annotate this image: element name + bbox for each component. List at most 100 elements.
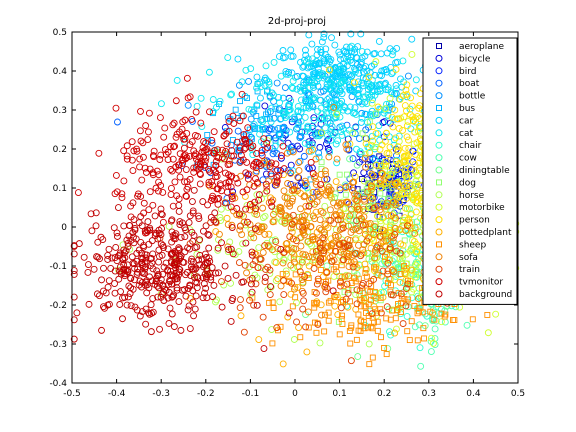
point-car [288, 69, 296, 77]
point-background [162, 259, 170, 267]
point-sofa [325, 183, 333, 191]
point-person [394, 147, 402, 155]
point-sofa [229, 191, 237, 199]
point-background [149, 250, 157, 258]
point-sofa [361, 154, 369, 162]
point-diningtable [346, 155, 354, 163]
legend: aeroplane bicycle bird boat bottle bus car cat c… [422, 37, 518, 305]
point-bus [253, 113, 260, 119]
point-horse [259, 214, 267, 222]
point-sofa [362, 221, 370, 229]
point-background [100, 264, 107, 272]
point-motorbike [386, 162, 393, 170]
point-sofa [343, 145, 351, 153]
point-background [84, 269, 92, 276]
point-tvmonitor [239, 112, 247, 120]
point-car [330, 66, 337, 74]
point-sofa [321, 175, 328, 183]
point-car [327, 65, 335, 73]
point-background [171, 231, 179, 239]
point-train [289, 211, 297, 219]
point-tvmonitor [197, 163, 204, 171]
point-tvmonitor [218, 146, 226, 154]
point-cat [304, 122, 312, 130]
point-train [349, 263, 357, 271]
point-background [205, 231, 213, 239]
point-cat [198, 123, 206, 130]
point-background [167, 217, 175, 225]
point-background [207, 273, 215, 281]
point-sofa [315, 192, 323, 200]
point-sheep [364, 287, 371, 294]
point-train [240, 328, 248, 336]
point-car [287, 46, 295, 54]
point-background [105, 300, 113, 308]
point-cat [384, 83, 392, 91]
point-background [138, 249, 146, 257]
point-sheep [325, 317, 332, 324]
point-horse [245, 263, 253, 271]
point-sheep [401, 263, 408, 270]
point-background [207, 213, 215, 221]
point-person [394, 143, 402, 151]
point-person [412, 168, 420, 176]
point-sofa [302, 202, 310, 210]
point-person [325, 66, 333, 74]
point-sofa [330, 199, 337, 207]
point-car [337, 55, 344, 63]
point-sheep [362, 266, 369, 273]
point-background [87, 210, 95, 218]
point-motorbike [412, 262, 420, 270]
point-car [315, 60, 323, 68]
point-sofa [321, 220, 329, 228]
point-train [393, 247, 401, 255]
point-background [141, 251, 149, 259]
point-sofa [252, 250, 260, 258]
point-train [337, 278, 344, 286]
point-sofa [321, 167, 329, 175]
point-pottedplant [295, 250, 303, 258]
point-person [406, 111, 414, 119]
point-train [236, 304, 244, 312]
point-person [378, 141, 386, 149]
point-cow [417, 362, 425, 370]
y-tick-label: -0.2 [49, 301, 67, 311]
point-tvmonitor [139, 139, 147, 147]
point-tvmonitor [244, 175, 252, 183]
point-cat [247, 65, 255, 73]
point-tvmonitor [221, 155, 228, 163]
point-background [195, 215, 203, 223]
point-tvmonitor [252, 175, 259, 183]
point-sofa [390, 199, 398, 206]
point-cat [311, 94, 319, 102]
point-bus [280, 124, 287, 131]
point-cat [209, 108, 217, 116]
point-tvmonitor [258, 146, 266, 154]
point-tvmonitor [180, 144, 188, 152]
point-background [198, 255, 206, 263]
point-boat [234, 127, 242, 135]
point-tvmonitor [196, 170, 204, 177]
point-tvmonitor [237, 151, 245, 159]
point-car [330, 70, 338, 78]
point-horse [239, 240, 247, 248]
point-sheep [339, 312, 346, 319]
point-person [382, 157, 390, 165]
point-cat [238, 78, 246, 86]
point-background [192, 292, 200, 300]
point-background [201, 250, 209, 258]
point-train [299, 223, 307, 231]
point-background [94, 238, 102, 246]
point-sofa [370, 231, 378, 238]
point-tvmonitor [211, 196, 218, 204]
point-cat [412, 76, 420, 84]
point-dog [342, 191, 349, 198]
point-background [93, 253, 100, 261]
point-cat [328, 122, 336, 130]
point-background [194, 274, 202, 282]
point-motorbike [333, 110, 341, 118]
point-cat [276, 131, 284, 139]
point-sofa [378, 170, 386, 177]
point-background [202, 253, 210, 261]
point-train [218, 278, 225, 286]
